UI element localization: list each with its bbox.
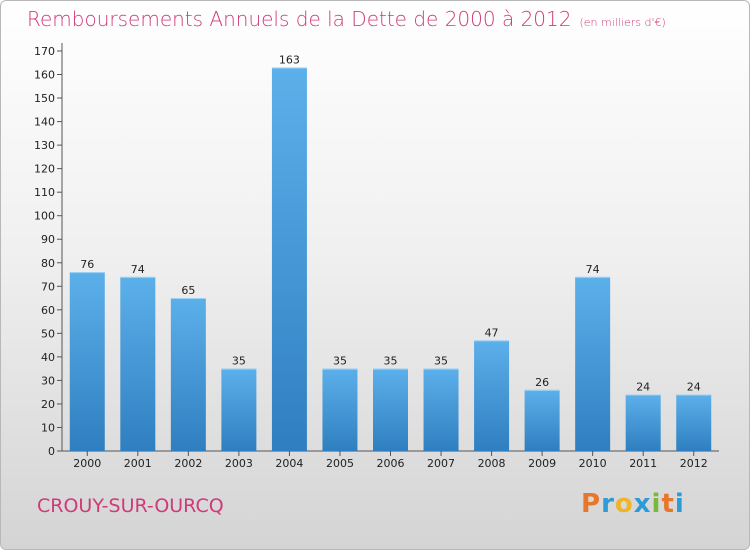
y-tick-label: 30 [41,374,55,387]
y-tick-label: 10 [41,421,55,434]
y-tick-label: 170 [34,45,55,58]
data-label: 65 [181,284,195,297]
bar [170,298,206,451]
y-tick-label: 150 [34,92,55,105]
bar [271,67,307,452]
data-label: 24 [636,381,650,394]
data-label: 47 [485,326,499,339]
y-tick-label: 50 [41,327,55,340]
y-tick-label: 40 [41,351,55,364]
logo-letter: t [661,489,675,519]
data-label: 26 [535,376,549,389]
logo-letter: i [674,489,685,519]
bar [625,394,661,451]
x-tick-label: 2003 [225,457,253,470]
logo-letter: r [601,489,615,519]
x-tick-label: 2007 [427,457,455,470]
y-tick-label: 60 [41,304,55,317]
x-tick-label: 2001 [124,457,152,470]
y-tick-label: 90 [41,233,55,246]
bar [221,368,257,451]
x-tick-label: 2012 [680,457,708,470]
logo-letter: P [581,489,602,519]
logo-letter: x [633,489,652,519]
data-label: 74 [586,263,600,276]
chart-title-text: Remboursements Annuels de la Dette de 20… [27,7,572,31]
bar [322,368,358,451]
y-tick-label: 20 [41,398,55,411]
logo-letter: o [614,489,634,519]
logo-letter: i [651,489,662,519]
x-tick-label: 2000 [73,457,101,470]
data-label: 76 [80,258,94,271]
y-tick-label: 80 [41,257,55,270]
x-tick-label: 2011 [629,457,657,470]
bar [373,368,408,451]
x-tick-label: 2010 [579,457,607,470]
data-label: 163 [279,53,300,66]
commune-name: CROUY-SUR-OURCQ [37,495,224,517]
y-tick-label: 110 [34,186,55,199]
y-tick-label: 160 [34,69,55,82]
x-tick-label: 2004 [275,457,303,470]
data-label: 35 [232,355,246,368]
y-tick-label: 100 [34,210,55,223]
data-label: 74 [131,263,145,276]
x-tick-label: 2002 [174,457,202,470]
y-tick-label: 130 [34,139,55,152]
chart-title: Remboursements Annuels de la Dette de 20… [27,7,666,31]
bar [120,276,156,451]
bar [575,276,611,451]
x-tick-label: 2009 [528,457,556,470]
y-tick-label: 0 [48,445,55,458]
bar [474,340,510,451]
x-tick-label: 2005 [326,457,354,470]
data-label: 35 [333,355,347,368]
y-tick-label: 140 [34,116,55,129]
bar [676,394,712,451]
x-tick-label: 2006 [377,457,405,470]
y-tick-label: 120 [34,163,55,176]
bar [524,389,560,451]
data-label: 35 [434,355,448,368]
x-tick-label: 2008 [478,457,506,470]
data-label: 24 [687,381,701,394]
chart-unit: (en milliers d'€) [579,16,666,29]
bar [423,368,459,451]
y-tick-label: 70 [41,280,55,293]
bar [69,272,105,451]
proxiti-logo: Proxiti [581,489,685,519]
data-label: 35 [384,355,398,368]
